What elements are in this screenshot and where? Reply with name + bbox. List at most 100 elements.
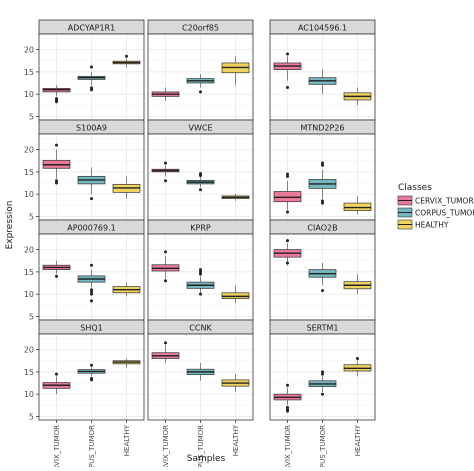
outlier-point — [55, 143, 58, 147]
y-tick-label: 15 — [24, 368, 34, 377]
facet-title: CIAO2B — [307, 224, 337, 233]
y-tick-label: 5 — [29, 412, 34, 421]
boxplot-healthy — [343, 357, 372, 377]
x-tick-label: HEALTHY — [123, 424, 131, 456]
y-tick-label: 10 — [24, 290, 34, 299]
facet-title: KPRP — [190, 224, 211, 233]
boxplot-corpus-tumor — [186, 268, 215, 296]
boxplot-cervix-tumor — [273, 172, 302, 214]
outlier-point — [90, 378, 93, 382]
boxplot-cervix-tumor — [42, 85, 71, 104]
outlier-point — [286, 85, 289, 89]
outlier-point — [199, 188, 202, 192]
facet-title: C20orf85 — [182, 24, 219, 33]
facet-panel-ccnk: CCNK CERVIX_TUMOR CORPUS_TUMOR HEALTHY — [147, 319, 254, 471]
x-axis-title: Samples — [187, 454, 226, 464]
y-tick-label: 5 — [29, 112, 34, 121]
facet-panel-c20orf85: C20orf85 — [147, 19, 254, 121]
outlier-point — [286, 409, 289, 413]
boxplot-corpus-tumor — [308, 370, 337, 396]
x-tick-label: CORPUS_TUMOR — [319, 425, 327, 467]
outlier-point — [356, 357, 359, 361]
x-tick-label: HEALTHY — [232, 424, 240, 456]
outlier-point — [199, 90, 202, 94]
outlier-point — [199, 268, 202, 272]
y-tick-label: 5 — [29, 312, 34, 321]
boxplot-corpus-tumor — [77, 363, 106, 382]
y-tick-label: 20 — [24, 346, 34, 355]
boxplot-corpus-tumor — [308, 161, 337, 205]
y-tick-label: 15 — [24, 68, 34, 77]
facet-panel-sertm1: SERTM1 CERVIX_TUMOR CORPUS_TUMOR HEALTHY — [269, 319, 376, 471]
facet-title: ADCYAP1R1 — [68, 24, 115, 33]
outlier-point — [286, 239, 289, 243]
boxplot-healthy — [221, 56, 250, 86]
boxplot-corpus-tumor — [308, 262, 337, 293]
facet-title: CCNK — [189, 324, 212, 333]
boxplot-cervix-tumor — [151, 341, 180, 363]
outlier-point — [55, 274, 58, 278]
outlier-point — [164, 250, 167, 254]
facet-panel-ac104596-1: AC104596.1 — [269, 19, 376, 121]
x-tick-label: HEALTHY — [354, 424, 362, 456]
facet-panel-s100a9: S100A9 5 10 15 20 — [24, 119, 145, 221]
outlier-point — [164, 341, 167, 345]
outlier-point — [286, 172, 289, 176]
legend-label: CERVIX_TUMOR — [415, 197, 474, 206]
boxplot-healthy — [112, 283, 141, 297]
x-tick-label: CORPUS_TUMOR — [88, 425, 96, 467]
facet-panel-vwce: VWCE — [147, 119, 254, 221]
outlier-point — [125, 54, 128, 58]
outlier-point — [90, 363, 93, 367]
boxplot-healthy — [221, 285, 250, 304]
legend-label: HEALTHY — [415, 221, 449, 230]
facet-panel-kprp: KPRP — [147, 219, 254, 321]
outlier-point — [55, 181, 58, 185]
y-tick-label: 5 — [29, 212, 34, 221]
boxplot-healthy — [343, 196, 372, 215]
outlier-point — [199, 270, 202, 274]
facet-title: VWCE — [188, 124, 212, 133]
facet-panel-adcyap1r1: ADCYAP1R1 5 10 15 20 — [24, 19, 145, 121]
boxplot-healthy — [343, 274, 372, 295]
boxplot-healthy — [343, 87, 372, 106]
legend-key — [397, 219, 413, 230]
y-tick-label: 10 — [24, 190, 34, 199]
boxplot-corpus-tumor — [186, 172, 215, 192]
facet-title: SERTM1 — [307, 324, 339, 333]
legend: Classes CERVIX_TUMOR CORPUS_TUMOR HEALTHY — [397, 183, 474, 230]
boxplot-cervix-tumor — [42, 260, 71, 278]
boxplot-healthy — [112, 176, 141, 199]
boxplot-cervix-tumor — [273, 383, 302, 413]
outlier-point — [90, 288, 93, 292]
facet-title: MTND2P26 — [300, 124, 344, 133]
outlier-point — [55, 100, 58, 104]
facet-title: SHQ1 — [80, 324, 102, 333]
outlier-point — [321, 163, 324, 167]
outlier-point — [321, 370, 324, 374]
y-tick-label: 15 — [24, 168, 34, 177]
outlier-point — [321, 392, 324, 396]
outlier-point — [55, 179, 58, 183]
y-tick-label: 20 — [24, 246, 34, 255]
facet-title: S100A9 — [76, 124, 107, 133]
boxplot-cervix-tumor — [42, 372, 71, 395]
facet-title: AP000769.1 — [67, 224, 115, 233]
outlier-point — [55, 372, 58, 376]
x-tick-label: CORPUS_TUMOR — [197, 425, 205, 467]
outlier-point — [164, 279, 167, 283]
outlier-point — [321, 289, 324, 293]
y-tick-label: 15 — [24, 268, 34, 277]
outlier-point — [164, 161, 167, 165]
boxplot-corpus-tumor — [77, 167, 106, 201]
outlier-point — [321, 199, 324, 203]
outlier-point — [199, 173, 202, 177]
outlier-point — [90, 299, 93, 303]
boxplot-healthy — [221, 194, 250, 201]
outlier-point — [90, 290, 93, 294]
y-tick-label: 10 — [24, 90, 34, 99]
outlier-point — [286, 261, 289, 265]
facet-panel-ciao2b: CIAO2B — [269, 219, 376, 321]
boxplot-cervix-tumor — [151, 250, 180, 283]
